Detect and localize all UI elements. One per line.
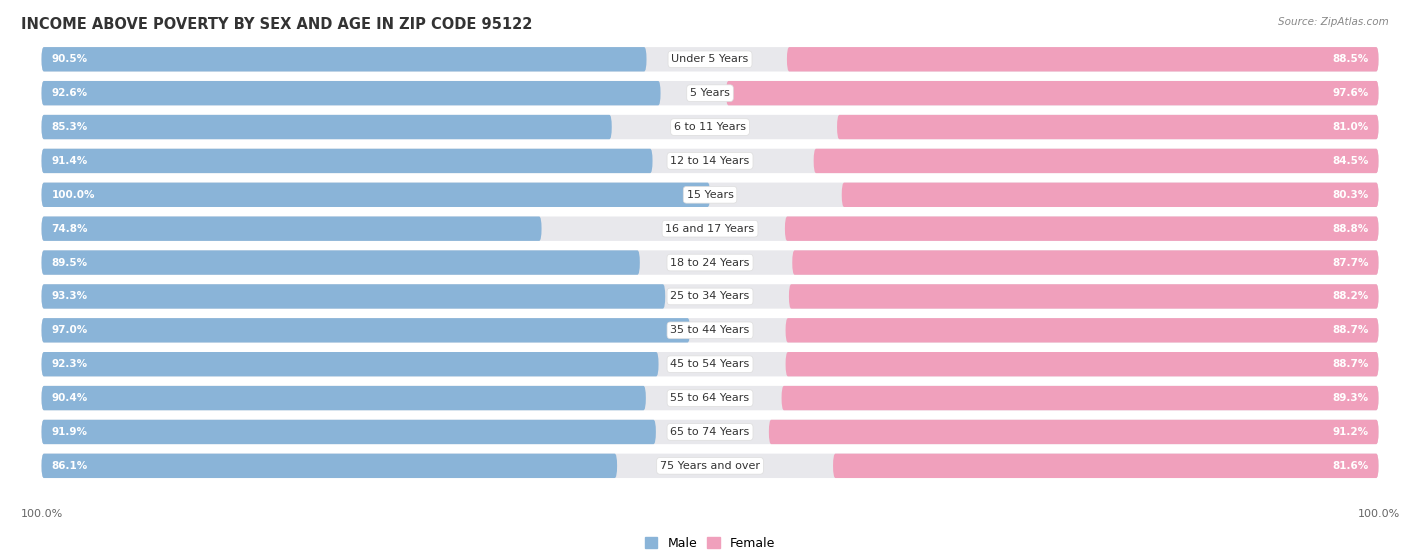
Text: 88.7%: 88.7% (1331, 325, 1368, 335)
FancyBboxPatch shape (42, 149, 652, 173)
FancyBboxPatch shape (785, 216, 1378, 241)
FancyBboxPatch shape (42, 115, 612, 139)
Text: 92.3%: 92.3% (52, 359, 87, 369)
Text: 80.3%: 80.3% (1333, 190, 1368, 200)
Text: 97.0%: 97.0% (52, 325, 87, 335)
FancyBboxPatch shape (42, 454, 1378, 478)
Text: 92.6%: 92.6% (52, 88, 87, 98)
Text: 91.2%: 91.2% (1333, 427, 1368, 437)
FancyBboxPatch shape (42, 183, 710, 207)
FancyBboxPatch shape (787, 47, 1378, 72)
Text: 89.3%: 89.3% (1333, 393, 1368, 403)
Text: 81.6%: 81.6% (1333, 461, 1368, 471)
FancyBboxPatch shape (42, 250, 1378, 275)
Text: 65 to 74 Years: 65 to 74 Years (671, 427, 749, 437)
Text: Under 5 Years: Under 5 Years (672, 54, 748, 64)
Legend: Male, Female: Male, Female (640, 532, 780, 555)
FancyBboxPatch shape (42, 352, 658, 376)
FancyBboxPatch shape (789, 284, 1378, 309)
FancyBboxPatch shape (842, 183, 1378, 207)
FancyBboxPatch shape (832, 454, 1378, 478)
FancyBboxPatch shape (42, 318, 1378, 343)
FancyBboxPatch shape (42, 47, 647, 72)
FancyBboxPatch shape (837, 115, 1378, 139)
Text: Source: ZipAtlas.com: Source: ZipAtlas.com (1278, 17, 1389, 27)
Text: 6 to 11 Years: 6 to 11 Years (673, 122, 747, 132)
Text: 18 to 24 Years: 18 to 24 Years (671, 258, 749, 268)
Text: 35 to 44 Years: 35 to 44 Years (671, 325, 749, 335)
FancyBboxPatch shape (42, 386, 645, 410)
Text: 100.0%: 100.0% (52, 190, 96, 200)
FancyBboxPatch shape (769, 420, 1378, 444)
FancyBboxPatch shape (42, 183, 1378, 207)
Text: 91.4%: 91.4% (52, 156, 87, 166)
Text: 91.9%: 91.9% (52, 427, 87, 437)
FancyBboxPatch shape (42, 386, 1378, 410)
Text: 88.8%: 88.8% (1333, 224, 1368, 234)
Text: 45 to 54 Years: 45 to 54 Years (671, 359, 749, 369)
FancyBboxPatch shape (42, 352, 1378, 376)
Text: 87.7%: 87.7% (1331, 258, 1368, 268)
FancyBboxPatch shape (42, 318, 690, 343)
FancyBboxPatch shape (725, 81, 1378, 105)
Text: 97.6%: 97.6% (1333, 88, 1368, 98)
Text: 75 Years and over: 75 Years and over (659, 461, 761, 471)
Text: 89.5%: 89.5% (52, 258, 87, 268)
Text: 86.1%: 86.1% (52, 461, 87, 471)
FancyBboxPatch shape (42, 454, 617, 478)
FancyBboxPatch shape (42, 284, 665, 309)
Text: 74.8%: 74.8% (52, 224, 89, 234)
FancyBboxPatch shape (42, 420, 1378, 444)
FancyBboxPatch shape (42, 250, 640, 275)
FancyBboxPatch shape (786, 352, 1378, 376)
Text: 84.5%: 84.5% (1331, 156, 1368, 166)
FancyBboxPatch shape (42, 81, 1378, 105)
Text: 88.5%: 88.5% (1333, 54, 1368, 64)
FancyBboxPatch shape (42, 149, 1378, 173)
Text: 55 to 64 Years: 55 to 64 Years (671, 393, 749, 403)
FancyBboxPatch shape (42, 216, 1378, 241)
FancyBboxPatch shape (786, 318, 1378, 343)
FancyBboxPatch shape (42, 284, 1378, 309)
Text: 5 Years: 5 Years (690, 88, 730, 98)
FancyBboxPatch shape (42, 47, 1378, 72)
Text: 85.3%: 85.3% (52, 122, 87, 132)
FancyBboxPatch shape (792, 250, 1378, 275)
Text: 90.4%: 90.4% (52, 393, 87, 403)
Text: 25 to 34 Years: 25 to 34 Years (671, 291, 749, 301)
Text: 88.7%: 88.7% (1331, 359, 1368, 369)
FancyBboxPatch shape (42, 81, 661, 105)
FancyBboxPatch shape (42, 216, 541, 241)
FancyBboxPatch shape (42, 420, 655, 444)
Text: 93.3%: 93.3% (52, 291, 87, 301)
Text: 88.2%: 88.2% (1333, 291, 1368, 301)
FancyBboxPatch shape (782, 386, 1378, 410)
Text: 15 Years: 15 Years (686, 190, 734, 200)
Text: INCOME ABOVE POVERTY BY SEX AND AGE IN ZIP CODE 95122: INCOME ABOVE POVERTY BY SEX AND AGE IN Z… (21, 17, 533, 32)
Text: 16 and 17 Years: 16 and 17 Years (665, 224, 755, 234)
Text: 81.0%: 81.0% (1333, 122, 1368, 132)
Text: 12 to 14 Years: 12 to 14 Years (671, 156, 749, 166)
Text: 90.5%: 90.5% (52, 54, 87, 64)
FancyBboxPatch shape (814, 149, 1378, 173)
FancyBboxPatch shape (42, 115, 1378, 139)
